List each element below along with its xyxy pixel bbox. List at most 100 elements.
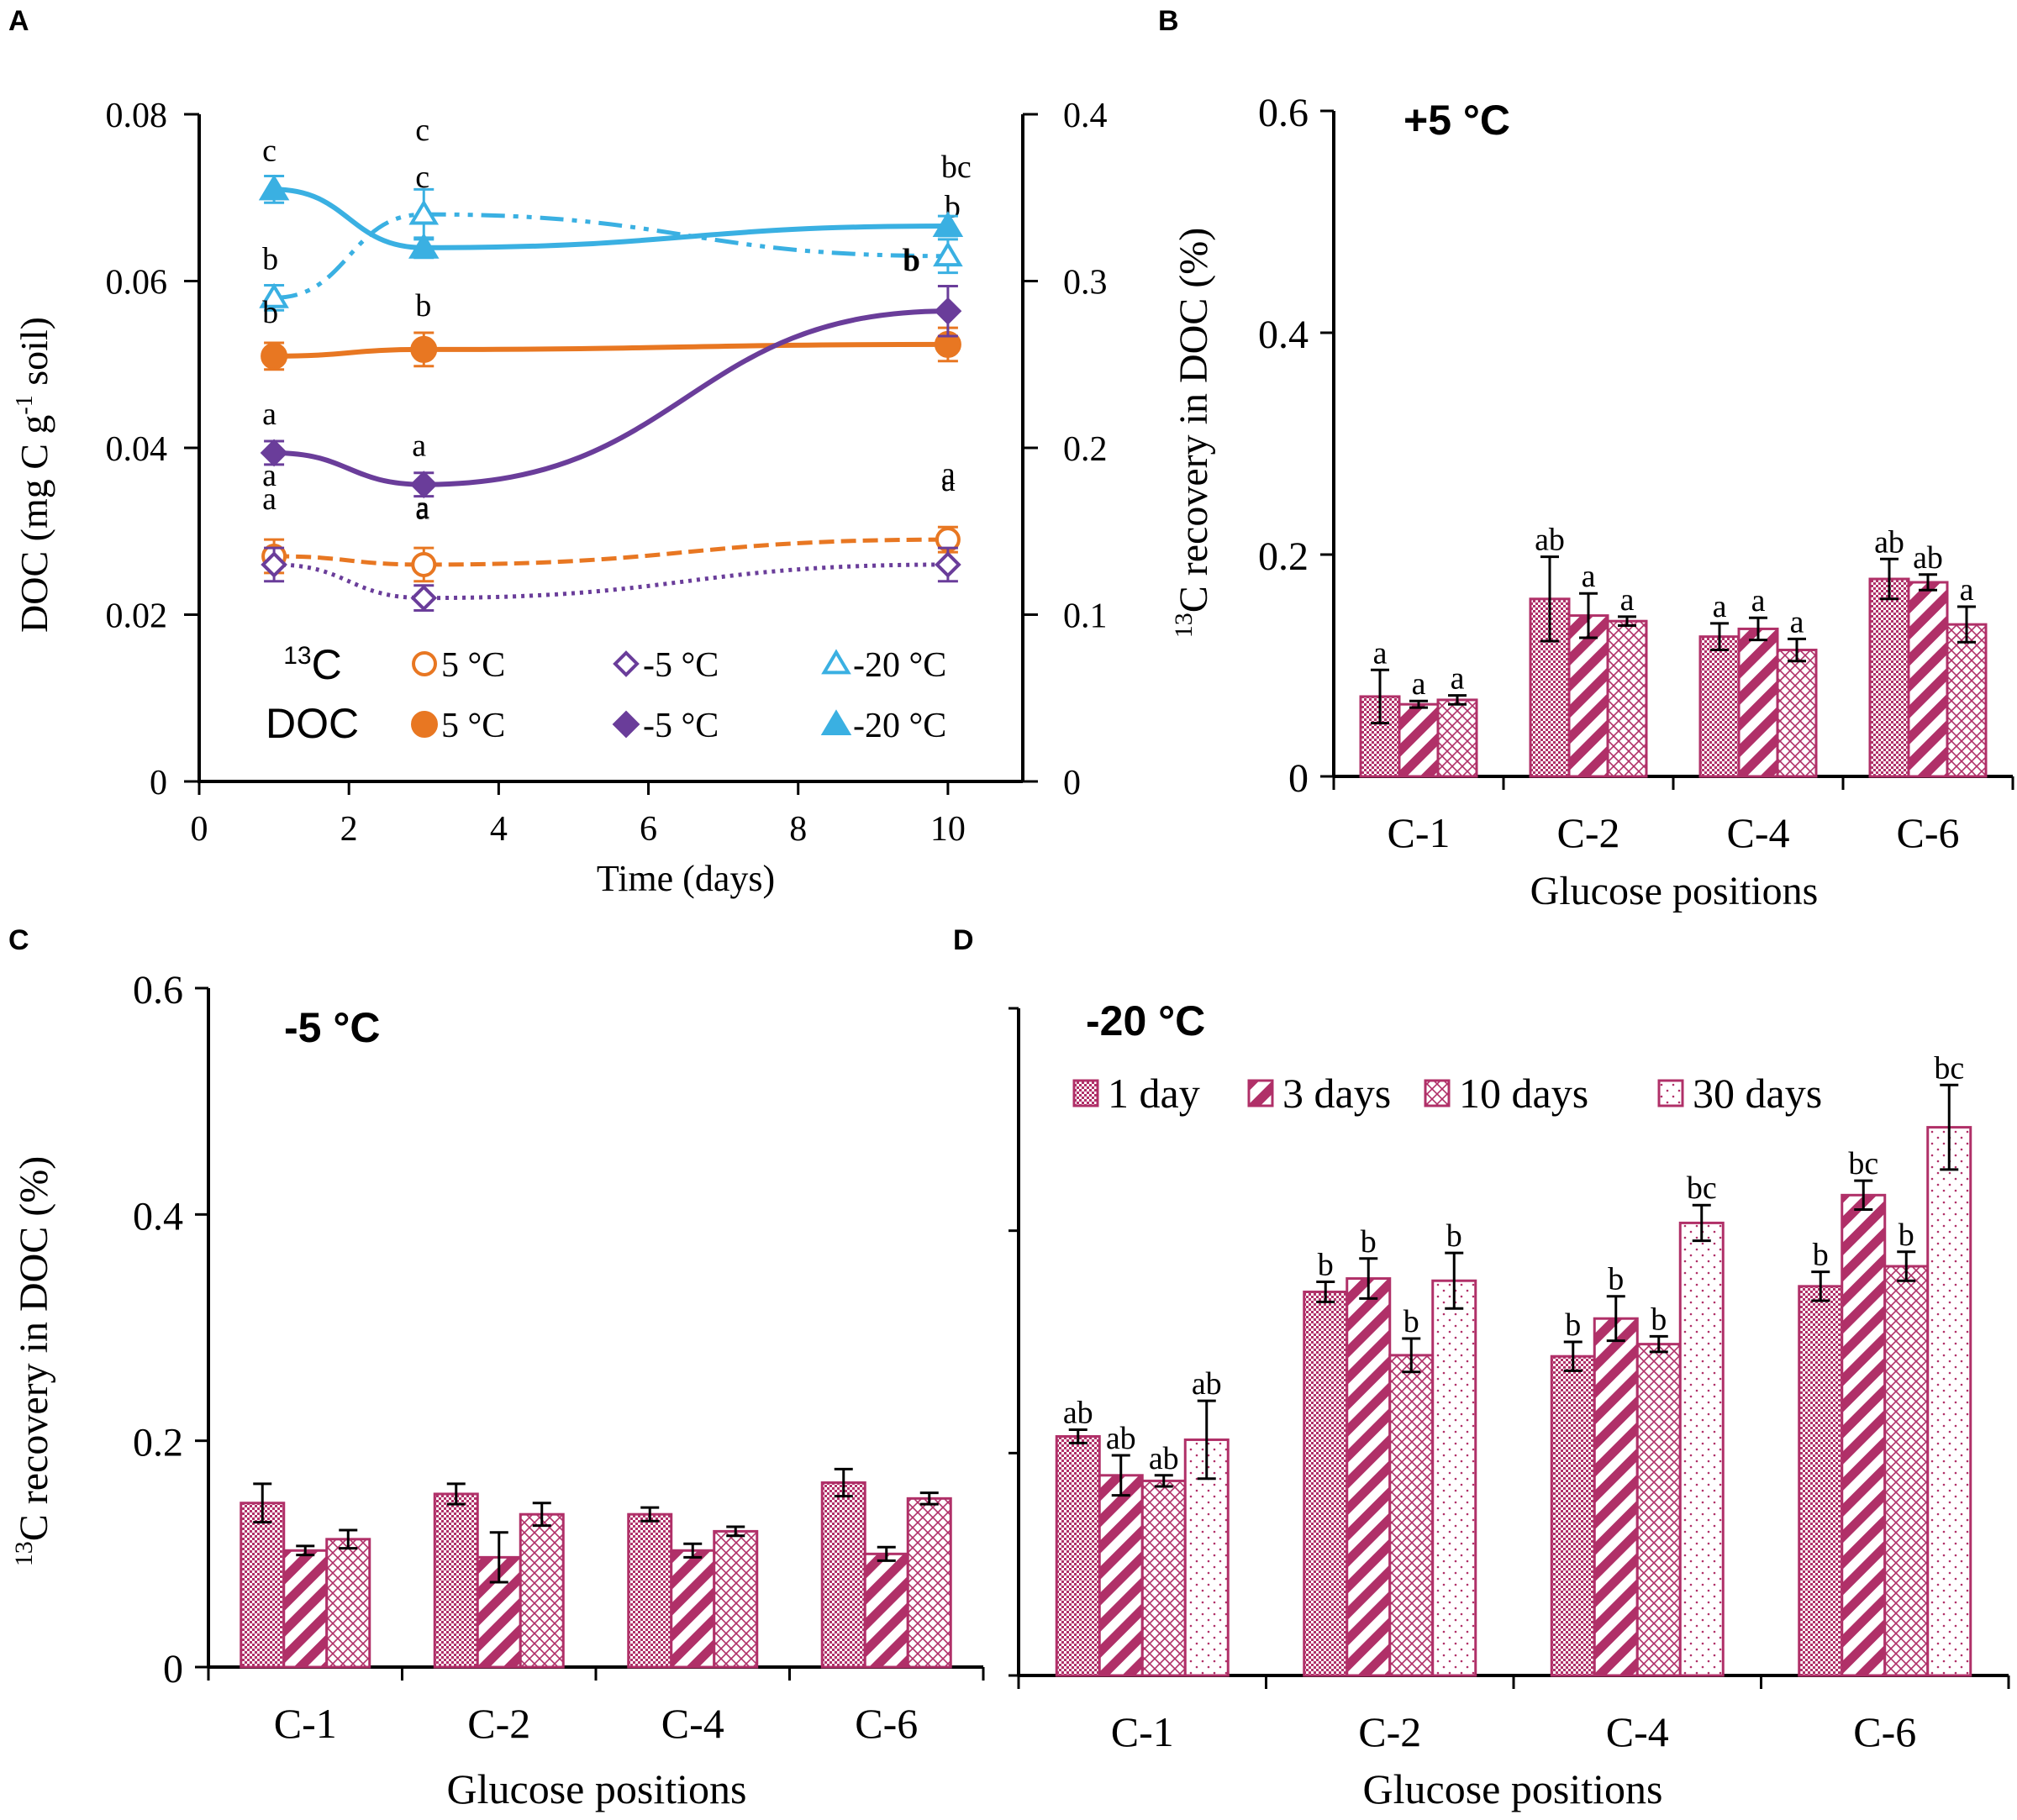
bar [1737, 627, 1779, 778]
panel-a-data-point [934, 297, 962, 325]
bar-panel-category-label: C-4 [661, 1700, 724, 1747]
bar [1431, 1279, 1477, 1677]
legend-row-doc-label: DOC [266, 700, 359, 747]
panel-a-x-tick-label: 8 [789, 810, 807, 849]
bar [1303, 1290, 1349, 1677]
bar [519, 1512, 565, 1669]
bar-significance-letter: a [1373, 635, 1388, 671]
panel-a-data-point [261, 551, 287, 578]
bar-significance-letter: a [1713, 589, 1727, 624]
bar-significance-letter: a [1451, 661, 1465, 697]
panel-a-significance-letter: a [415, 492, 429, 527]
bar-panel-category-label: C-6 [1853, 1708, 1916, 1755]
panel-a-significance-letter: b [262, 295, 278, 330]
panel-c-x-axis-label: Glucose positions [447, 1765, 747, 1812]
panel-a-x-axis-label: Time (days) [597, 858, 775, 899]
legend-marker [821, 649, 851, 675]
bar [1550, 1354, 1596, 1677]
panel-a-data-point [410, 335, 438, 363]
bar-panel-y-tick-label: 0.6 [133, 968, 183, 1013]
panel-a-data-point [933, 241, 963, 267]
panel-a-significance-letter: a [262, 481, 276, 517]
bar-panel-y-tick-label: 0.4 [133, 1194, 183, 1239]
panel-d-legend-label: 10 days [1459, 1070, 1588, 1117]
bar-significance-letter: ab [1063, 1396, 1093, 1431]
panel-a-right-tick-label: 0 [1063, 764, 1081, 802]
bar-significance-letter: ab [1913, 540, 1943, 576]
panel-a-tick-labels: 0 0.02 0.04 0.06 0.08 0 0.1 0.2 0.3 0.4 0 2 4 6 8 10 [106, 97, 1108, 849]
panel-a-significance-letter: b [262, 241, 278, 276]
panel-d-legend-swatch [1424, 1079, 1451, 1107]
bar [1635, 1343, 1682, 1677]
panel-d-legend-label: 1 day [1108, 1070, 1200, 1117]
panel-c-title: -5 °C [284, 1004, 380, 1051]
panel-c-y-label-main: C recovery in DOC (%) [12, 1156, 56, 1542]
legend-entry-label: -20 °C [853, 646, 946, 685]
bar [325, 1538, 371, 1669]
bar-significance-letter: b [1651, 1302, 1667, 1337]
bar-significance-letter: b [1813, 1238, 1829, 1273]
panel-a-y-label-main: DOC (mg C g [13, 415, 55, 633]
bar-significance-letter: bc [1848, 1146, 1878, 1181]
bar [282, 1549, 329, 1669]
panel-c-bar-chart: C -5 °C 0 0.2 0.4 0.6 C-1 C-2 C-4 C-6 Glucose p… [8, 924, 985, 1812]
bar-significance-letter: b [1565, 1307, 1581, 1343]
legend-entry-label: -5 °C [643, 707, 719, 745]
panel-a-series-line [274, 562, 948, 601]
bar [863, 1552, 909, 1669]
legend-marker [612, 710, 640, 739]
panel-a-data-point [411, 551, 437, 577]
legend-marker [412, 651, 437, 676]
bar [713, 1529, 759, 1669]
bar-significance-letter: b [1899, 1218, 1914, 1253]
panel-a-x-tick-label: 2 [340, 810, 358, 849]
panel-a-series-line [274, 212, 948, 300]
panel-a-significance-letter: b [904, 243, 920, 278]
panel-d-title: -20 °C [1086, 997, 1205, 1044]
bar [1776, 649, 1818, 778]
legend-entry-label: 5 °C [441, 707, 505, 745]
panel-a-left-tick-label: 0.06 [106, 264, 168, 302]
panel-a-significance-letter: bc [941, 150, 972, 185]
panel-a-data-point [410, 584, 438, 612]
bar-significance-letter: b [1608, 1262, 1624, 1297]
bar-significance-letter: a [1790, 604, 1804, 639]
panel-a-significance-letter: a [941, 463, 956, 498]
bar [1946, 623, 1988, 778]
bar [1841, 1193, 1887, 1677]
panel-a-right-tick-label: 0.2 [1063, 430, 1108, 469]
bar-significance-letter: b [1361, 1224, 1377, 1260]
panel-a-legend: 13C DOC 5 °C -5 °C -20 °C 5 °C -5 °C -20 °C [266, 641, 946, 747]
bar-significance-letter: a [1582, 559, 1596, 594]
panel-a-data-point [259, 282, 289, 308]
legend-13c-main: C [312, 641, 342, 688]
panel-d-legend: 1 day 3 days 10 days 30 days [1072, 1070, 1822, 1117]
legend-entry-label: -20 °C [853, 707, 946, 745]
legend-marker [411, 711, 438, 738]
panel-b-title: +5 °C [1403, 97, 1510, 144]
bar [1698, 635, 1741, 778]
panel-b-x-axis-label: Glucose positions [1530, 869, 1819, 913]
bar [1868, 577, 1910, 778]
panel-a-y-axis-label: DOC (mg C g-1 soil) [12, 317, 55, 633]
bar-significance-letter: b [1318, 1248, 1334, 1283]
bar-significance-letter: ab [1106, 1421, 1136, 1456]
panel-a-right-tick-label: 0.4 [1063, 97, 1108, 135]
panel-a-significance-letter: a [262, 397, 276, 432]
panel-c-bars [240, 1467, 952, 1669]
panel-a-axes [184, 113, 1038, 795]
panel-label-b: B [1158, 5, 1179, 37]
panel-a-x-tick-label: 6 [640, 810, 657, 849]
bar [670, 1549, 716, 1669]
panel-a-significance-letter: c [415, 160, 429, 195]
panel-a-significance-letter: a [415, 490, 429, 525]
bar [433, 1492, 479, 1669]
panel-d-legend-swatch [1072, 1079, 1099, 1107]
panel-d-x-axis-label: Glucose positions [1363, 1765, 1663, 1812]
bar [1926, 1126, 1972, 1677]
panel-a-x-tick-label: 4 [490, 810, 508, 849]
bar-panel-category-label: C-2 [1557, 809, 1620, 856]
bar-panel-category-label: C-1 [1388, 809, 1451, 856]
